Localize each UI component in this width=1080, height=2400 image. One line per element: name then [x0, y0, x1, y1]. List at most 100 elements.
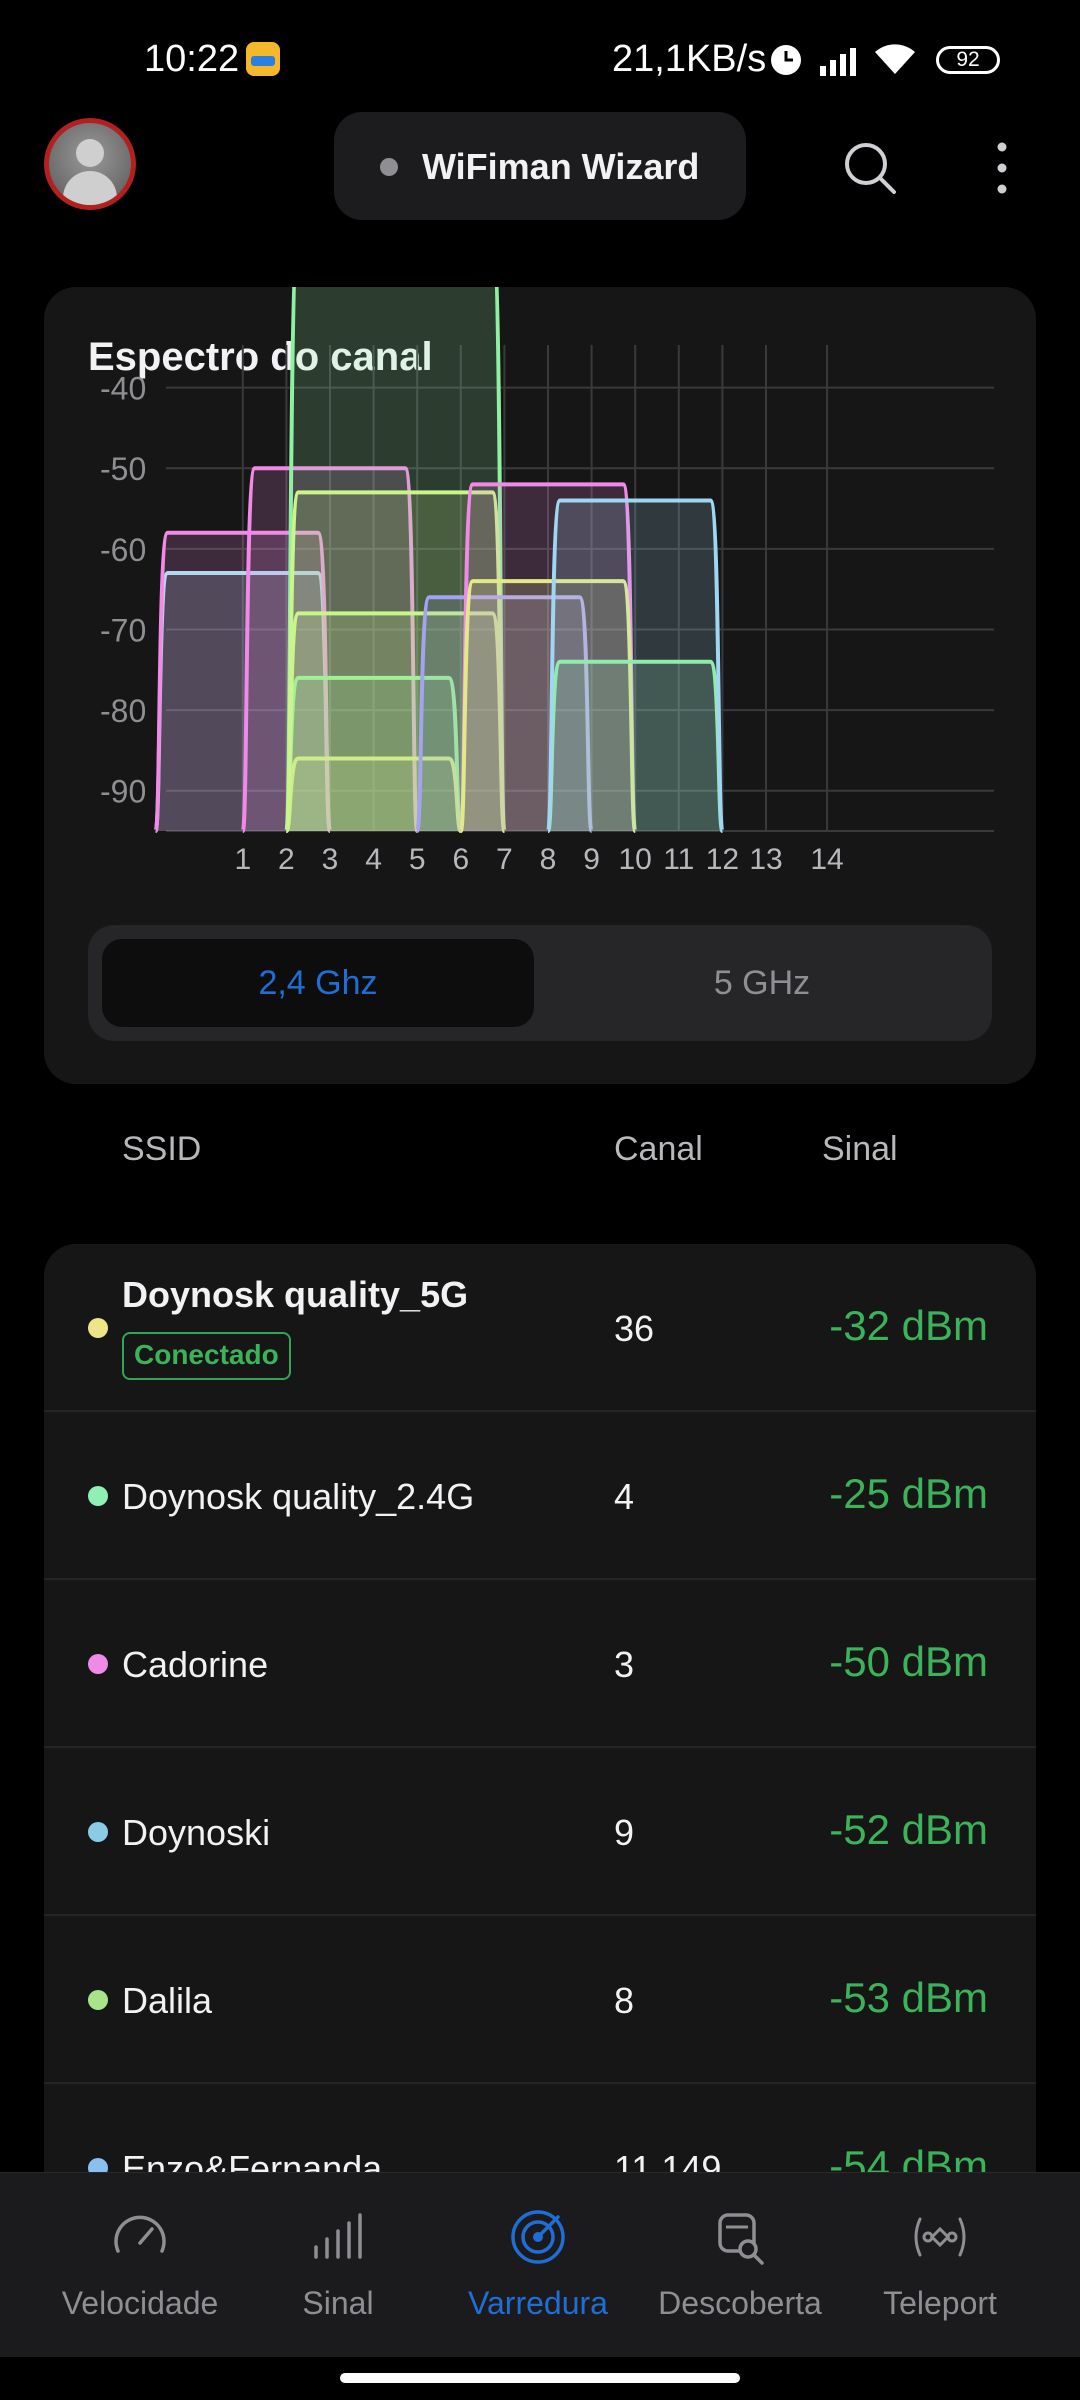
network-row[interactable]: Doynoski 9 -52 dBm [44, 1748, 1036, 1916]
wizard-label: WiFiman Wizard [422, 146, 700, 187]
x-tick-label: 4 [365, 843, 382, 876]
channel-series-area [155, 532, 330, 831]
channel-spectrum-chart: -40-50-60-70-80-901 2 3 4 5 6 7 8 9 10 11 12 13 14 [100, 287, 994, 876]
x-tick-label: 5 [409, 843, 426, 876]
nav-label: Sinal [302, 2285, 374, 2321]
nav-teleport[interactable]: Teleport [840, 2173, 1040, 2357]
network-color-dot [88, 1822, 108, 1842]
channel-series-line [415, 595, 594, 833]
status-bar: 10:22 21,1KB/s 92 [0, 0, 1080, 115]
channel-series-area [286, 287, 505, 831]
x-tick-label: 2 [278, 843, 295, 876]
network-channel: 11,149 [614, 2148, 722, 2174]
network-color-dot [88, 1990, 108, 2010]
y-tick-label: -80 [100, 693, 146, 729]
network-channel: 8 [614, 1980, 635, 2021]
network-color-dot [88, 2158, 108, 2174]
network-signal: -54 dBm [829, 2142, 988, 2174]
nav-label: Teleport [883, 2285, 997, 2321]
teleport-icon [914, 2217, 966, 2257]
x-tick-label: 13 [749, 843, 782, 876]
nav-sinal[interactable]: Sinal [238, 2173, 438, 2357]
y-tick-label: -70 [100, 612, 146, 648]
network-list: Doynosk quality_5G Conectado 36 -32 dBm … [44, 1244, 1036, 2174]
alarm-clock-icon [771, 45, 801, 75]
band-24ghz-tab[interactable]: 2,4 Ghz [102, 939, 534, 1027]
x-tick-label: 11 [663, 843, 694, 876]
network-ssid: Doynoski [122, 1812, 271, 1853]
channel-series-line [240, 466, 420, 833]
user-icon [49, 123, 131, 205]
network-color-dot [88, 1486, 108, 1506]
network-ssid: Doynosk quality_5G [122, 1274, 469, 1315]
network-channel: 4 [614, 1476, 635, 1517]
band-5ghz-tab[interactable]: 5 GHz [713, 964, 811, 1002]
nav-label: Descoberta [658, 2285, 822, 2321]
cellular-signal-icon [820, 48, 856, 76]
network-list-header: SSID Canal Sinal [0, 1130, 1080, 1180]
channel-series-area [548, 661, 723, 831]
channel-spectrum-card: Espectro do canal -40 -50 -60 -70 -80 -90 1 2 3 4… [44, 287, 1036, 1084]
network-ssid: Cadorine [122, 1644, 269, 1685]
more-options-icon[interactable] [990, 140, 1014, 196]
x-tick-label: 14 [810, 843, 843, 876]
wifi-icon [875, 44, 915, 74]
x-tick-label: 12 [706, 843, 739, 876]
nav-varredura[interactable]: Varredura [438, 2173, 638, 2357]
column-header-ssid: SSID [122, 1130, 202, 1168]
network-row[interactable]: Cadorine 3 -50 dBm [44, 1580, 1036, 1748]
bottom-navigation: Velocidade Sinal Varredura Descoberta [0, 2172, 1080, 2357]
network-color-dot [88, 1318, 108, 1338]
home-indicator[interactable] [340, 2373, 740, 2383]
band-toggle: 2,4 Ghz 5 GHz [88, 925, 992, 1041]
x-tick-label: 7 [496, 843, 513, 876]
network-signal: -53 dBm [829, 1974, 988, 2021]
channel-series-line [284, 611, 507, 833]
network-row[interactable]: Dalila 8 -53 dBm [44, 1916, 1036, 2084]
column-header-signal: Sinal [822, 1130, 898, 1168]
signal-bars-icon [314, 2213, 362, 2259]
x-tick-label: 8 [540, 843, 557, 876]
y-tick-label: -60 [100, 532, 146, 568]
nav-descoberta[interactable]: Descoberta [640, 2173, 840, 2357]
connected-badge: Conectado [122, 1332, 291, 1380]
notification-app-icon [246, 42, 280, 76]
channel-series-area [460, 581, 636, 831]
network-signal: -52 dBm [829, 1806, 988, 1853]
y-tick-label: -40 [100, 371, 146, 407]
radar-icon [511, 2210, 565, 2264]
status-time: 10:22 [144, 38, 240, 80]
channel-series-line [546, 498, 725, 833]
x-tick-label: 1 [234, 843, 251, 876]
network-row[interactable]: Enzo&Fernanda 11,149 -54 dBm [44, 2084, 1036, 2174]
network-channel: 3 [614, 1644, 635, 1685]
wizard-status-dot [380, 158, 398, 176]
y-tick-label: -90 [100, 774, 146, 810]
x-tick-label: 10 [619, 843, 652, 876]
network-signal: -50 dBm [829, 1638, 988, 1685]
profile-avatar[interactable] [44, 118, 136, 210]
network-ssid: Dalila [122, 1980, 213, 2021]
nav-label: Varredura [468, 2285, 608, 2321]
wifiman-wizard-button[interactable]: WiFiman Wizard [334, 112, 746, 220]
network-ssid: Doynosk quality_2.4G [122, 1476, 475, 1517]
device-search-icon [718, 2213, 764, 2265]
network-channel: 36 [614, 1308, 655, 1349]
nav-label: Velocidade [61, 2285, 219, 2321]
x-tick-label: 9 [583, 843, 600, 876]
search-icon[interactable] [842, 140, 898, 196]
network-ssid: Enzo&Fernanda [122, 2148, 383, 2174]
network-row[interactable]: Doynosk quality_2.4G 4 -25 dBm [44, 1412, 1036, 1580]
column-header-channel: Canal [614, 1130, 703, 1168]
channel-series-area [286, 613, 505, 831]
x-tick-label: 3 [322, 843, 339, 876]
x-tick-label: 6 [452, 843, 469, 876]
channel-series-area [242, 468, 418, 831]
network-speed: 21,1KB/s [612, 38, 767, 80]
battery-indicator: 92 [936, 46, 1000, 74]
y-tick-label: -50 [100, 451, 146, 487]
network-row[interactable]: Doynosk quality_5G Conectado 36 -32 dBm [44, 1244, 1036, 1412]
channel-series-area [286, 677, 461, 831]
nav-velocidade[interactable]: Velocidade [40, 2173, 240, 2357]
channel-series-area [548, 500, 723, 831]
